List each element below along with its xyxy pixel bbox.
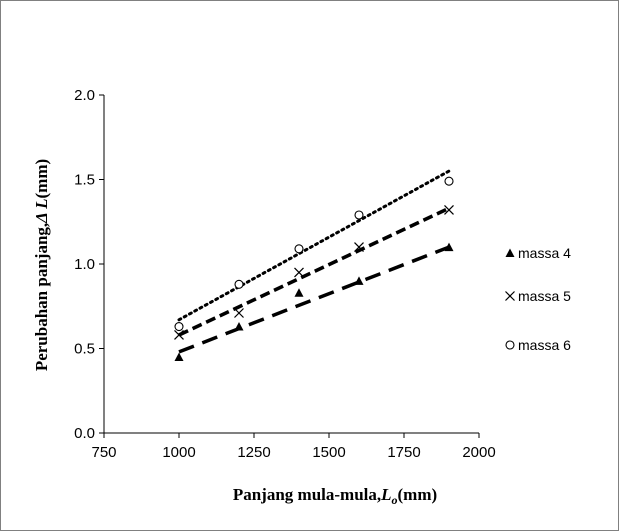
- legend: massa 4 massa 5 massa 6: [505, 245, 571, 353]
- point-circle: [174, 321, 184, 332]
- x-tick-label: 2000: [462, 444, 495, 461]
- trendline-triangle: [178, 245, 450, 354]
- point-x: [234, 308, 244, 318]
- y-tick-label: 1.0: [74, 256, 95, 273]
- x-tick-label: 1250: [237, 444, 270, 461]
- point-x: [294, 267, 304, 278]
- point-circle: [354, 210, 364, 220]
- legend-marker-triangle: [505, 248, 515, 257]
- point-triangle: [444, 242, 454, 252]
- x-tick-label: 1750: [387, 444, 420, 461]
- y-tick-label: 0.5: [74, 341, 95, 358]
- trendline-circle: [177, 169, 451, 322]
- legend-label: massa 5: [518, 288, 571, 304]
- x-tick-label: 1000: [162, 444, 195, 461]
- y-tick-label: 2.0: [74, 87, 95, 104]
- legend-label: massa 6: [518, 337, 571, 353]
- y-tick-label: 0.0: [74, 425, 95, 442]
- legend-label: massa 4: [518, 245, 571, 261]
- x-axis-title: Panjang mula-mula,Lo(mm): [233, 485, 437, 507]
- axes-layer: [103, 95, 479, 434]
- point-triangle: [294, 288, 304, 297]
- point-triangle: [174, 352, 184, 361]
- legend-marker-circle: [505, 340, 515, 350]
- point-triangle: [354, 276, 364, 285]
- data-points: [174, 176, 454, 361]
- x-tick-label: 1500: [312, 444, 345, 461]
- point-triangle: [234, 322, 244, 331]
- x-tick-label: 750: [91, 444, 116, 461]
- trendlines: [177, 169, 451, 354]
- point-x: [174, 330, 184, 340]
- ticks-layer: 750 1000 1250 1500 1750 2000 0.0 0.5 1.0 1.5 2.0: [74, 87, 496, 461]
- point-circle: [234, 279, 244, 289]
- point-x: [444, 204, 454, 215]
- point-circle: [294, 244, 304, 254]
- y-tick-label: 1.5: [74, 172, 95, 189]
- point-x: [354, 242, 364, 253]
- point-circle: [444, 176, 454, 186]
- legend-marker-x: [505, 291, 515, 301]
- trendline-x: [178, 206, 450, 337]
- y-axis-title: Perubahan panjang,Δ L(mm): [32, 159, 51, 371]
